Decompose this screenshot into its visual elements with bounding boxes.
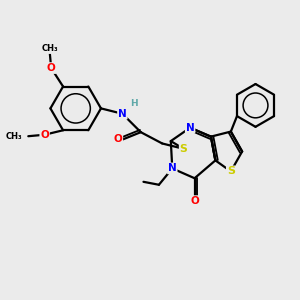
Text: N: N (168, 164, 177, 173)
Text: S: S (227, 167, 235, 176)
Text: O: O (113, 134, 122, 144)
Text: N: N (186, 123, 194, 133)
Text: O: O (47, 63, 56, 73)
Text: O: O (190, 196, 199, 206)
Text: O: O (40, 130, 49, 140)
Text: N: N (118, 109, 127, 119)
Text: CH₃: CH₃ (41, 44, 58, 53)
Text: H: H (130, 99, 137, 108)
Text: CH₃: CH₃ (6, 132, 22, 141)
Text: S: S (180, 144, 188, 154)
